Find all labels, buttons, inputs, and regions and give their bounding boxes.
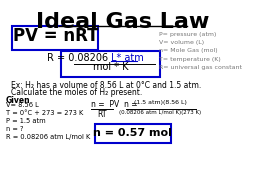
Text: n =  PV: n = PV bbox=[91, 100, 119, 109]
Text: mol * K: mol * K bbox=[93, 62, 128, 72]
Text: Ideal Gas Law: Ideal Gas Law bbox=[37, 12, 210, 32]
FancyBboxPatch shape bbox=[61, 51, 160, 77]
Text: R = 0.08206: R = 0.08206 bbox=[47, 53, 111, 63]
Text: L* atm: L* atm bbox=[111, 53, 143, 63]
Text: V= 8.56 L: V= 8.56 L bbox=[6, 102, 39, 108]
Text: n= Mole Gas (mol): n= Mole Gas (mol) bbox=[160, 48, 218, 53]
Text: RT: RT bbox=[97, 110, 107, 119]
FancyBboxPatch shape bbox=[95, 124, 171, 143]
Text: (1.5 atm)(8.56 L): (1.5 atm)(8.56 L) bbox=[134, 100, 187, 105]
Text: P= pressure (atm): P= pressure (atm) bbox=[160, 32, 217, 37]
Text: (0.08206 atm L/mol K)(273 K): (0.08206 atm L/mol K)(273 K) bbox=[119, 110, 202, 115]
Text: P = 1.5 atm: P = 1.5 atm bbox=[6, 118, 45, 124]
Text: V= volume (L): V= volume (L) bbox=[160, 40, 205, 45]
Text: n =: n = bbox=[124, 100, 138, 109]
Text: T= temperature (K): T= temperature (K) bbox=[160, 57, 221, 62]
Text: R = 0.08206 atm L/mol K: R = 0.08206 atm L/mol K bbox=[6, 134, 90, 140]
Text: n = 0.57 mol: n = 0.57 mol bbox=[93, 128, 172, 138]
Text: R= universal gas constant: R= universal gas constant bbox=[160, 65, 242, 70]
Text: Given: Given bbox=[6, 96, 30, 105]
Text: n = ?: n = ? bbox=[6, 126, 23, 132]
Text: Calculate the moles of H₂ present.: Calculate the moles of H₂ present. bbox=[11, 88, 143, 97]
Text: T = 0°C + 273 = 273 K: T = 0°C + 273 = 273 K bbox=[6, 110, 83, 116]
Text: Ex: H₂ has a volume of 8.56 L at 0°C and 1.5 atm.: Ex: H₂ has a volume of 8.56 L at 0°C and… bbox=[11, 81, 202, 90]
Text: PV = nRT: PV = nRT bbox=[13, 27, 98, 45]
FancyBboxPatch shape bbox=[12, 26, 98, 50]
